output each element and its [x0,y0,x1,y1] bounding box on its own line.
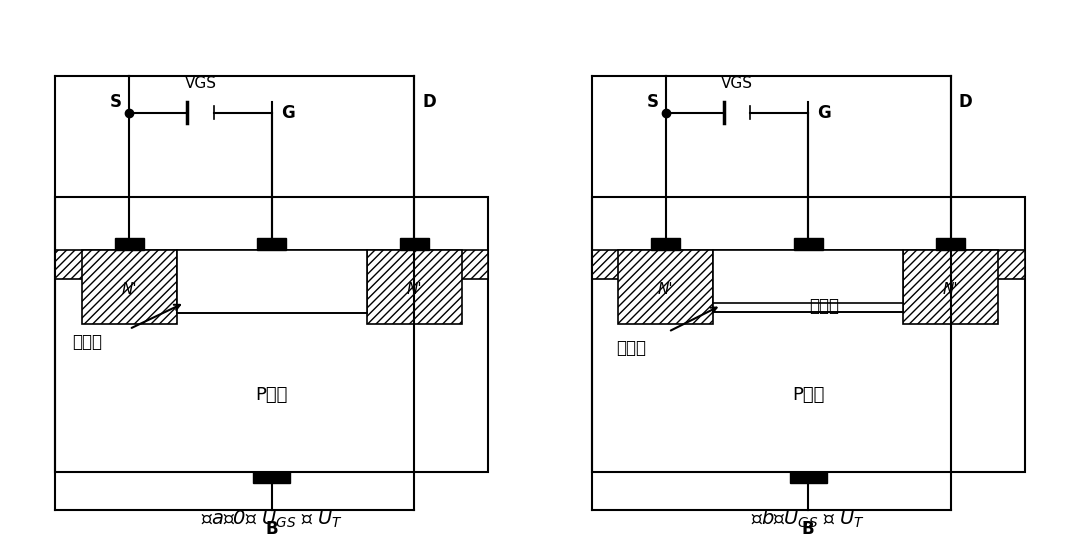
Bar [367,250,462,324]
Text: G: G [281,104,295,121]
Text: （a）0＜ $U_{GS}$ ＜ $U_T$: （a）0＜ $U_{GS}$ ＜ $U_T$ [201,508,342,530]
Text: D: D [959,93,972,111]
Bar [794,238,823,250]
Text: S: S [110,93,122,111]
Bar [55,250,488,279]
Text: 耗尽层: 耗尽层 [72,333,102,351]
Text: VGS: VGS [185,76,216,92]
Text: P衬底: P衬底 [792,386,824,404]
Bar [936,238,966,250]
Bar [618,250,713,324]
Bar [651,238,680,250]
Bar [903,250,998,324]
Text: （b）$U_{GS}$ ＞ $U_T$: （b）$U_{GS}$ ＞ $U_T$ [752,508,865,531]
Text: P衬底: P衬底 [256,386,288,404]
Text: S: S [647,93,659,111]
Text: VGS: VGS [721,76,753,92]
Bar [789,472,827,483]
Text: D: D [422,93,436,111]
Bar [253,472,291,483]
Bar [114,238,144,250]
Bar [713,250,903,312]
Bar [592,250,1025,279]
Bar [55,197,488,472]
Text: N': N' [943,282,959,297]
Text: G: G [818,104,831,121]
Text: 反型层: 反型层 [809,298,839,315]
Text: B: B [266,520,278,538]
Bar [177,250,367,313]
Text: 耗尽层: 耗尽层 [617,339,646,357]
Text: B: B [802,520,814,538]
Bar [592,197,1025,472]
Text: N': N' [121,282,137,297]
Bar [82,250,177,324]
Text: N': N' [658,282,674,297]
Bar [400,238,429,250]
Bar [257,238,286,250]
Text: N': N' [406,282,422,297]
